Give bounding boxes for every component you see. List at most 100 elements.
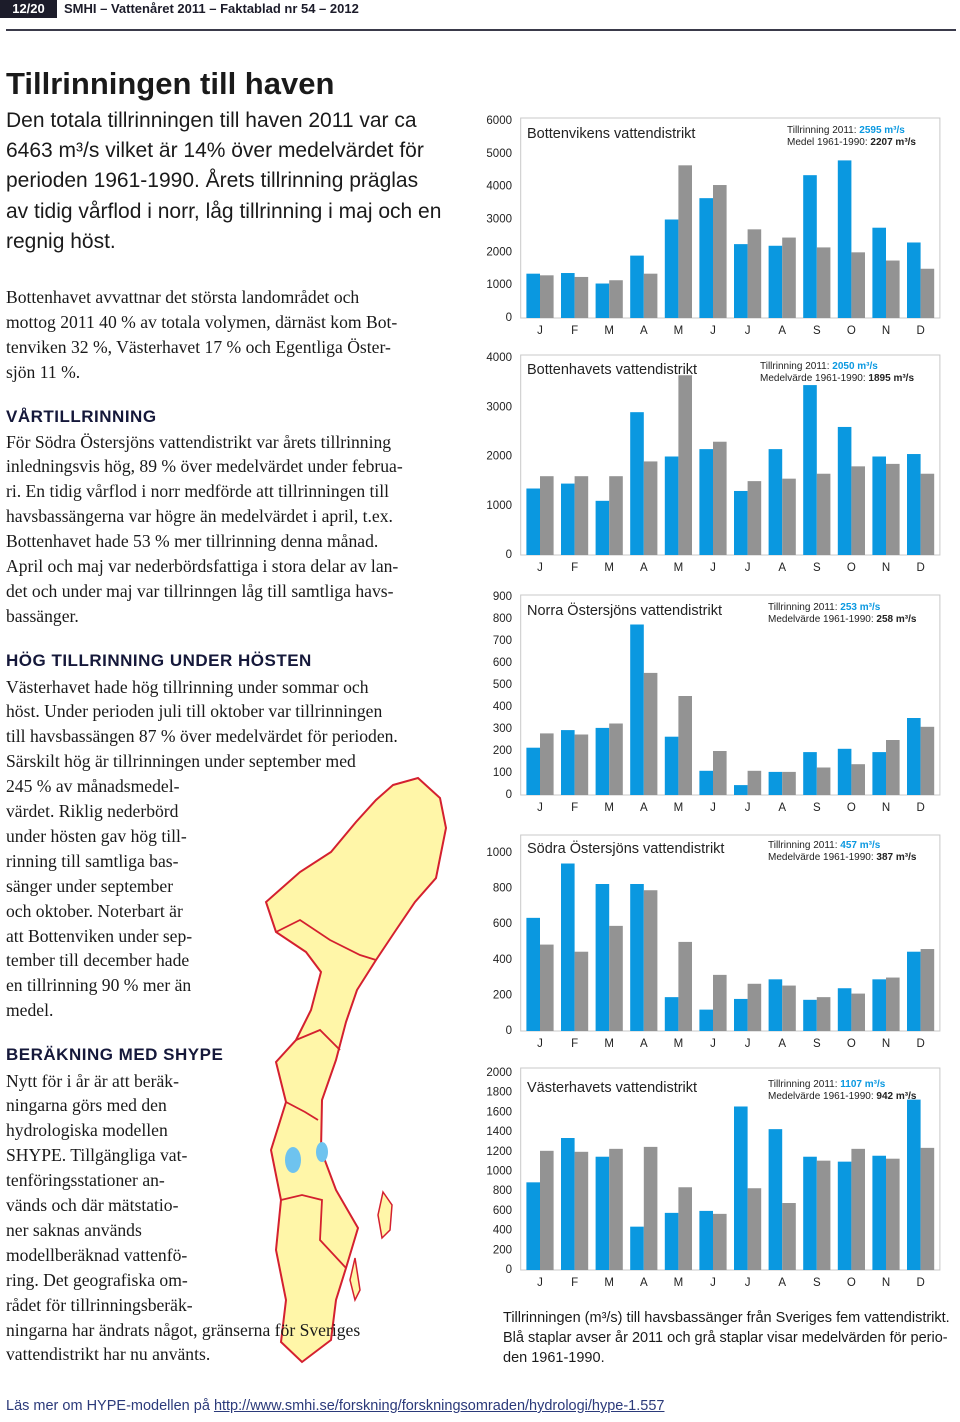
bar — [886, 977, 900, 1031]
bar — [699, 1009, 713, 1031]
bar — [872, 752, 886, 795]
y-tick-label: 400 — [493, 1225, 512, 1237]
text-line: Nytt för i år är att beräk- — [6, 1070, 179, 1091]
legend-entry: Medelvärde 1961-1990: 942 m³/s — [768, 1091, 917, 1102]
text-line: den 1961-1990. — [503, 1350, 605, 1366]
text-line: rinning till samtliga bas- — [6, 850, 179, 871]
y-tick-label: 1000 — [486, 279, 512, 291]
text-line: hydrologiska modellen — [6, 1120, 168, 1141]
bar — [768, 979, 783, 1031]
x-tick-label: N — [882, 325, 890, 337]
legend-value: 258 m³/s — [876, 614, 916, 625]
footer-text: Läs mer om HYPE-modellen på — [6, 1398, 210, 1414]
x-tick-label: J — [745, 802, 751, 814]
bar — [803, 175, 817, 318]
x-tick-label: F — [571, 325, 578, 337]
x-tick-label: D — [916, 562, 924, 574]
bar — [782, 985, 796, 1031]
section-text: Nytt för i år är att beräk-ningarna görs… — [6, 1069, 360, 1368]
section-text: Västerhavet hade hög tillrinning under s… — [6, 675, 398, 1024]
paragraph: Bottenhavet avvattnar det största landom… — [6, 285, 397, 385]
legend-value: 2050 m³/s — [832, 361, 878, 372]
x-tick-label: N — [882, 1277, 890, 1289]
text-line: att Bottenviken under sep- — [6, 925, 193, 946]
text-line: höst. Under perioden juli till oktober v… — [6, 701, 383, 722]
bar — [851, 466, 865, 555]
bar — [678, 941, 692, 1031]
x-tick-label: D — [916, 1038, 924, 1050]
bar — [630, 624, 644, 795]
y-tick-label: 3000 — [486, 401, 512, 413]
bar — [664, 736, 679, 795]
x-tick-label: S — [813, 1277, 821, 1289]
bar — [872, 456, 886, 555]
y-tick-label: 400 — [493, 701, 512, 713]
bar — [561, 483, 575, 555]
text-line: inledningsvis hög, 89 % över medelvärdet… — [6, 456, 403, 477]
chart: 0 200 400 600 800 1000 1200 1400 1600 1800 2000 J F M… — [486, 1067, 941, 1289]
y-tick-label: 1800 — [486, 1087, 512, 1099]
x-tick-label: J — [745, 562, 751, 574]
bar — [920, 949, 935, 1031]
bar — [574, 951, 589, 1031]
legend-label: Medelvärde 1961-1990: — [768, 614, 874, 625]
x-tick-label: F — [571, 1038, 578, 1050]
legend-label: Tillrinning 2011: — [760, 361, 829, 372]
x-tick-label: A — [778, 1277, 786, 1289]
map-of-sweden — [264, 776, 448, 1364]
bar — [574, 734, 589, 795]
footer-link[interactable]: http://www.smhi.se/forskning/forskningso… — [213, 1398, 665, 1414]
bar — [561, 273, 575, 318]
y-tick-label: 700 — [493, 635, 512, 647]
bar — [816, 473, 831, 555]
bar — [747, 229, 762, 318]
bar — [540, 476, 554, 555]
text-line: rådet för tillrinningsberäk- — [6, 1294, 193, 1315]
legend-entry: Tillrinning 2011: 2595 m³/s — [787, 125, 905, 136]
text-line: Tillrinningen (m³/s) till havsbassänger … — [503, 1310, 950, 1326]
legend-value: 387 m³/s — [876, 852, 916, 863]
bar — [872, 979, 886, 1031]
bar — [734, 244, 748, 318]
header-rule — [6, 29, 956, 31]
x-tick-label: J — [710, 325, 716, 337]
bar — [595, 283, 610, 318]
bar — [561, 730, 575, 795]
bar — [643, 672, 658, 795]
legend-label: Tillrinning 2011: — [768, 602, 837, 613]
text-line: ri. En tidig vårflod i norr medförde att… — [6, 481, 390, 502]
x-tick-label: A — [778, 1038, 786, 1050]
text-line: April och maj var nederbördsfattiga i st… — [6, 556, 399, 577]
bar — [782, 1203, 796, 1270]
text-line: medel. — [6, 1000, 54, 1021]
text-line: 245 % av månadsmedel- — [6, 776, 180, 797]
y-tick-label: 200 — [493, 1244, 512, 1256]
text-line: vänds och där mätstatio- — [6, 1195, 179, 1216]
legend-value: 2207 m³/s — [870, 137, 916, 148]
legend-label: Medel 1961-1990: — [787, 137, 868, 148]
y-tick-label: 1200 — [486, 1146, 512, 1158]
y-tick-label: 800 — [493, 613, 512, 625]
x-tick-label: N — [882, 562, 890, 574]
bar — [713, 974, 727, 1031]
x-tick-label: F — [571, 802, 578, 814]
plot-frame — [520, 834, 941, 1032]
y-tick-label: 4000 — [486, 181, 512, 193]
bar — [803, 385, 817, 555]
bar — [872, 1155, 886, 1270]
bar — [851, 993, 865, 1031]
bar — [678, 1187, 692, 1270]
bar — [768, 1129, 783, 1270]
legend-value: 1107 m³/s — [840, 1079, 885, 1090]
bar — [609, 723, 623, 795]
bar — [768, 245, 783, 318]
x-tick-label: S — [813, 562, 821, 574]
caption: Tillrinningen (m³/s) till havsbassänger … — [503, 1308, 950, 1368]
bar — [643, 273, 658, 318]
plot-frame — [520, 594, 941, 796]
x-tick-label: J — [710, 1277, 716, 1289]
bar — [886, 463, 900, 555]
bar — [526, 488, 540, 555]
y-tick-label: 1000 — [486, 847, 512, 859]
map-island — [377, 1190, 393, 1240]
